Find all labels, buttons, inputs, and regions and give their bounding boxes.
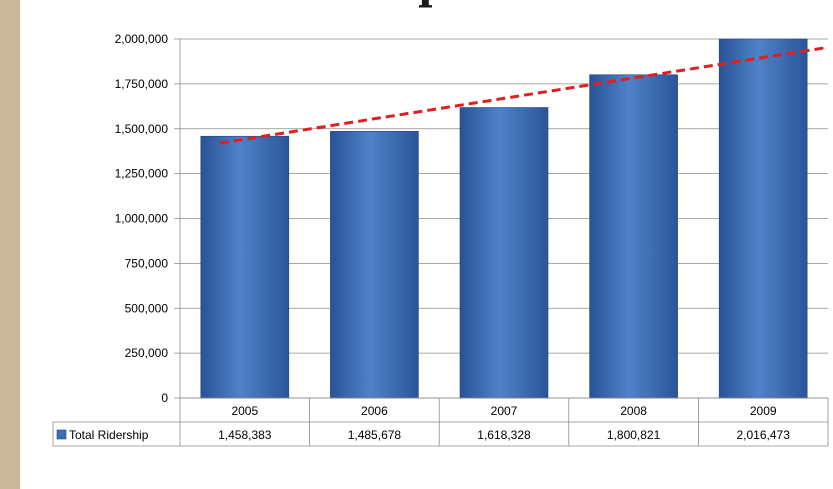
y-tick-label: 500,000: [125, 301, 169, 315]
x-category-label: 2007: [491, 404, 518, 418]
x-category-label: 2009: [750, 404, 777, 418]
x-category-label: 2005: [231, 404, 258, 418]
chart-frame: p 0 250,000 500,000 750,000 1,000,000 1,250,0…: [20, 0, 833, 489]
data-table-value: 1,618,328: [477, 428, 531, 442]
y-tick-label: 1,250,000: [115, 167, 169, 181]
y-tick-label: 1,500,000: [115, 122, 169, 136]
data-table: 2005 1,458,383 2006 1,485,678 2007 1,618,328 2…: [52, 397, 829, 447]
bars: [200, 38, 808, 399]
data-table-value: 1,458,383: [218, 428, 272, 442]
bar: [459, 107, 549, 399]
x-category-label: 2006: [361, 404, 388, 418]
trendline: [219, 46, 825, 145]
legend-swatch: [56, 429, 67, 440]
bar: [330, 131, 419, 399]
y-tick-label: 1,750,000: [115, 77, 169, 91]
y-tick-label: 2,000,000: [115, 32, 169, 46]
y-tick-label: 250,000: [125, 346, 169, 360]
data-table-value: 2,016,473: [737, 428, 791, 442]
x-category-label: 2008: [620, 404, 647, 418]
data-table-value: 1,485,678: [348, 428, 402, 442]
y-tick-label: 0: [161, 391, 168, 405]
y-axis-tick-labels: 0 250,000 500,000 750,000 1,000,000 1,250,000…: [115, 32, 169, 405]
trendline-layer: [219, 46, 825, 145]
series-name: Total Ridership: [69, 428, 149, 442]
bar: [718, 38, 808, 399]
data-table-value: 1,800,821: [607, 428, 661, 442]
chart-title-fragment: p: [332, 0, 532, 6]
ridership-chart: 0 250,000 500,000 750,000 1,000,000 1,250,000…: [52, 32, 829, 447]
y-tick-label: 750,000: [125, 256, 169, 270]
bar: [589, 74, 678, 399]
bar: [200, 135, 290, 399]
y-tick-label: 1,000,000: [115, 212, 169, 226]
